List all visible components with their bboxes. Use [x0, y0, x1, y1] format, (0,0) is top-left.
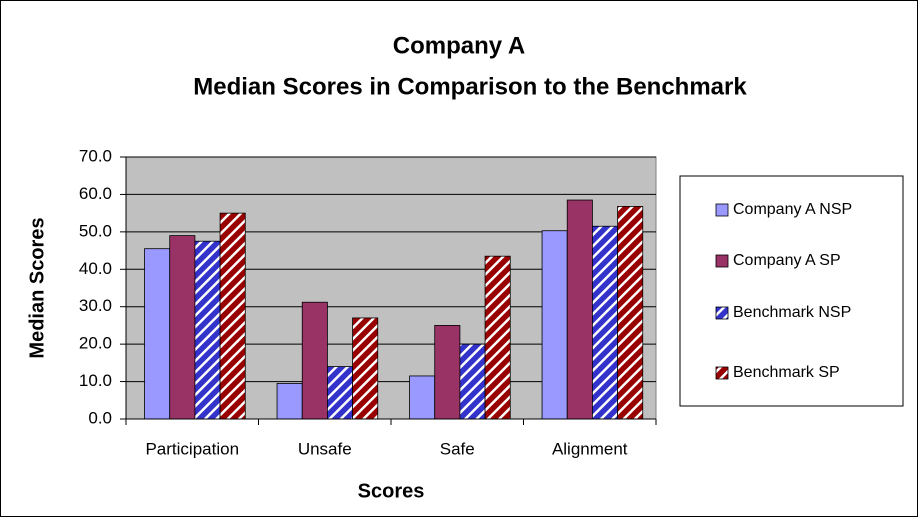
x-tick-label: Unsafe [298, 439, 352, 458]
bar [219, 212, 246, 420]
bar [434, 325, 461, 420]
x-tick-label: Safe [440, 439, 475, 458]
bar [352, 317, 379, 420]
legend-swatch [715, 203, 729, 217]
legend-label: Benchmark SP [733, 364, 840, 381]
legend-swatch [715, 366, 729, 380]
chart-subtitle: Median Scores in Comparison to the Bench… [193, 73, 747, 100]
legend-label: Company A SP [733, 252, 841, 269]
x-axis-label: Scores [358, 480, 425, 502]
y-tick-label: 40.0 [79, 259, 112, 278]
y-axis-label: Median Scores [26, 217, 48, 358]
legend-label: Benchmark NSP [733, 304, 851, 321]
bar [326, 366, 353, 420]
legend-swatch [715, 306, 729, 320]
bar [144, 248, 171, 420]
bar [169, 235, 196, 420]
bar [541, 230, 568, 420]
y-tick-label: 20.0 [79, 334, 112, 353]
bar [301, 301, 328, 420]
bar [409, 375, 436, 420]
y-tick-label: 60.0 [79, 184, 112, 203]
y-tick-label: 0.0 [88, 408, 112, 427]
y-tick-label: 70.0 [79, 146, 112, 165]
y-tick-label: 30.0 [79, 296, 112, 315]
bar [566, 199, 593, 420]
bar [276, 383, 303, 420]
legend-label: Company A NSP [733, 201, 852, 218]
bar [459, 343, 486, 420]
chart-title: Company A [393, 32, 525, 59]
bar [484, 255, 511, 420]
bar [194, 240, 221, 420]
y-tick-label: 50.0 [79, 221, 112, 240]
legend-swatch [715, 254, 729, 268]
x-tick-label: Participation [145, 439, 239, 458]
y-tick-label: 10.0 [79, 371, 112, 390]
bar [617, 206, 644, 420]
x-tick-label: Alignment [552, 439, 628, 458]
bar [592, 225, 618, 420]
